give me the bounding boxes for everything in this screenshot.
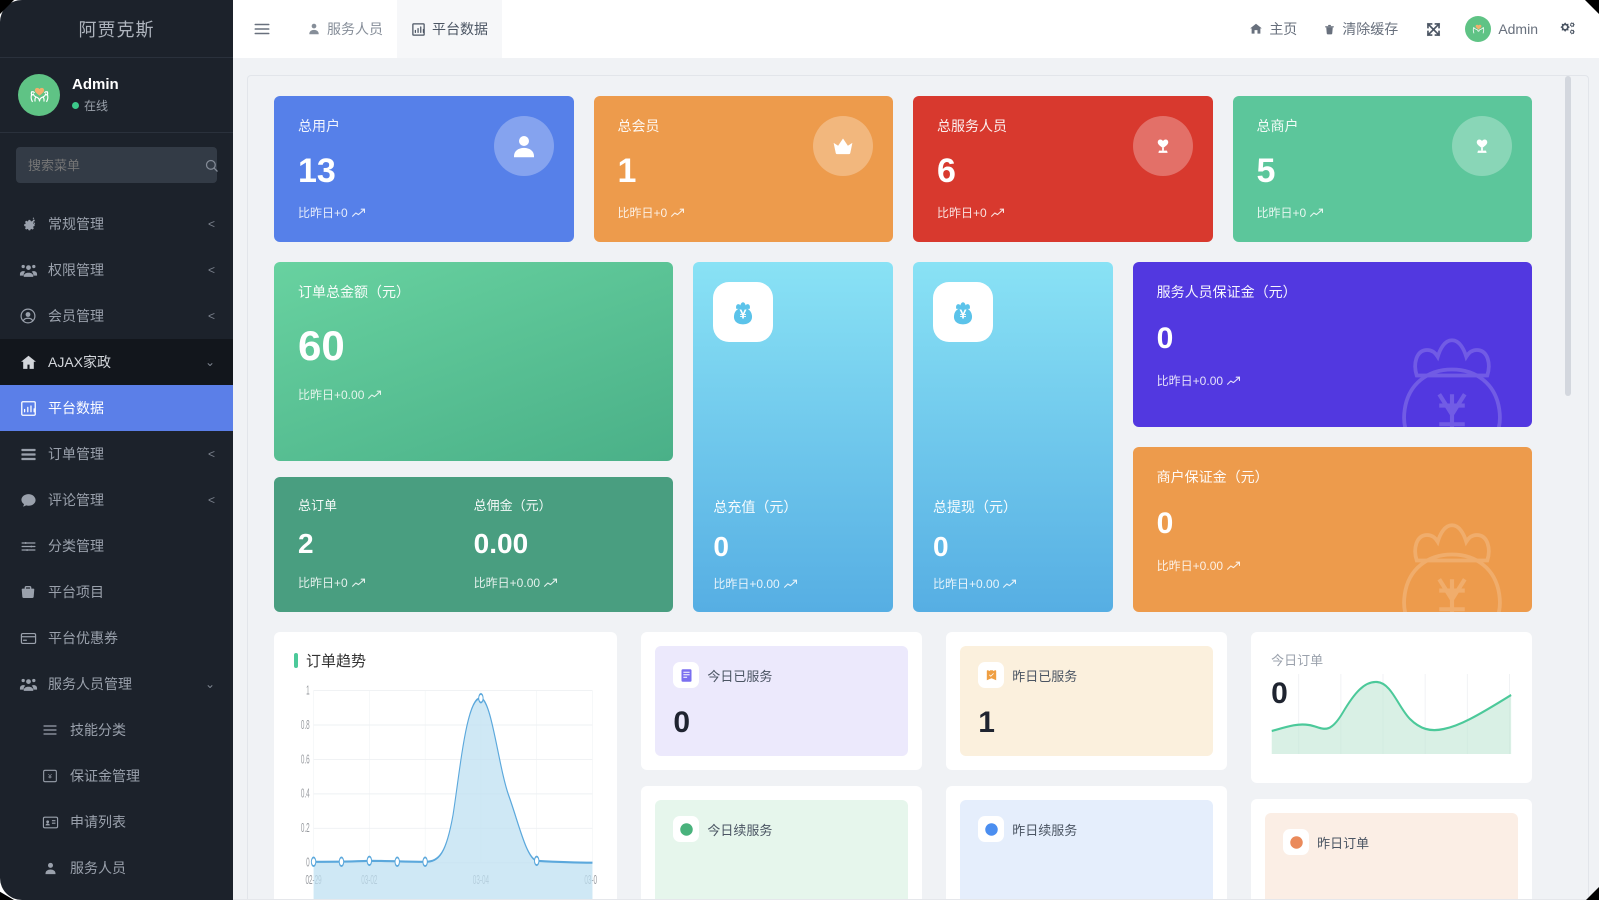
svg-text:1: 1 — [306, 684, 310, 698]
svg-text:0.6: 0.6 — [301, 753, 310, 767]
svg-text:¥: ¥ — [48, 773, 52, 780]
svg-text:0.2: 0.2 — [301, 822, 310, 836]
svg-text:¥: ¥ — [740, 307, 748, 322]
svg-text:0: 0 — [306, 856, 310, 870]
svg-text:0.4: 0.4 — [301, 788, 310, 802]
svg-text:0.8: 0.8 — [301, 719, 310, 733]
svg-text:¥: ¥ — [959, 307, 967, 322]
